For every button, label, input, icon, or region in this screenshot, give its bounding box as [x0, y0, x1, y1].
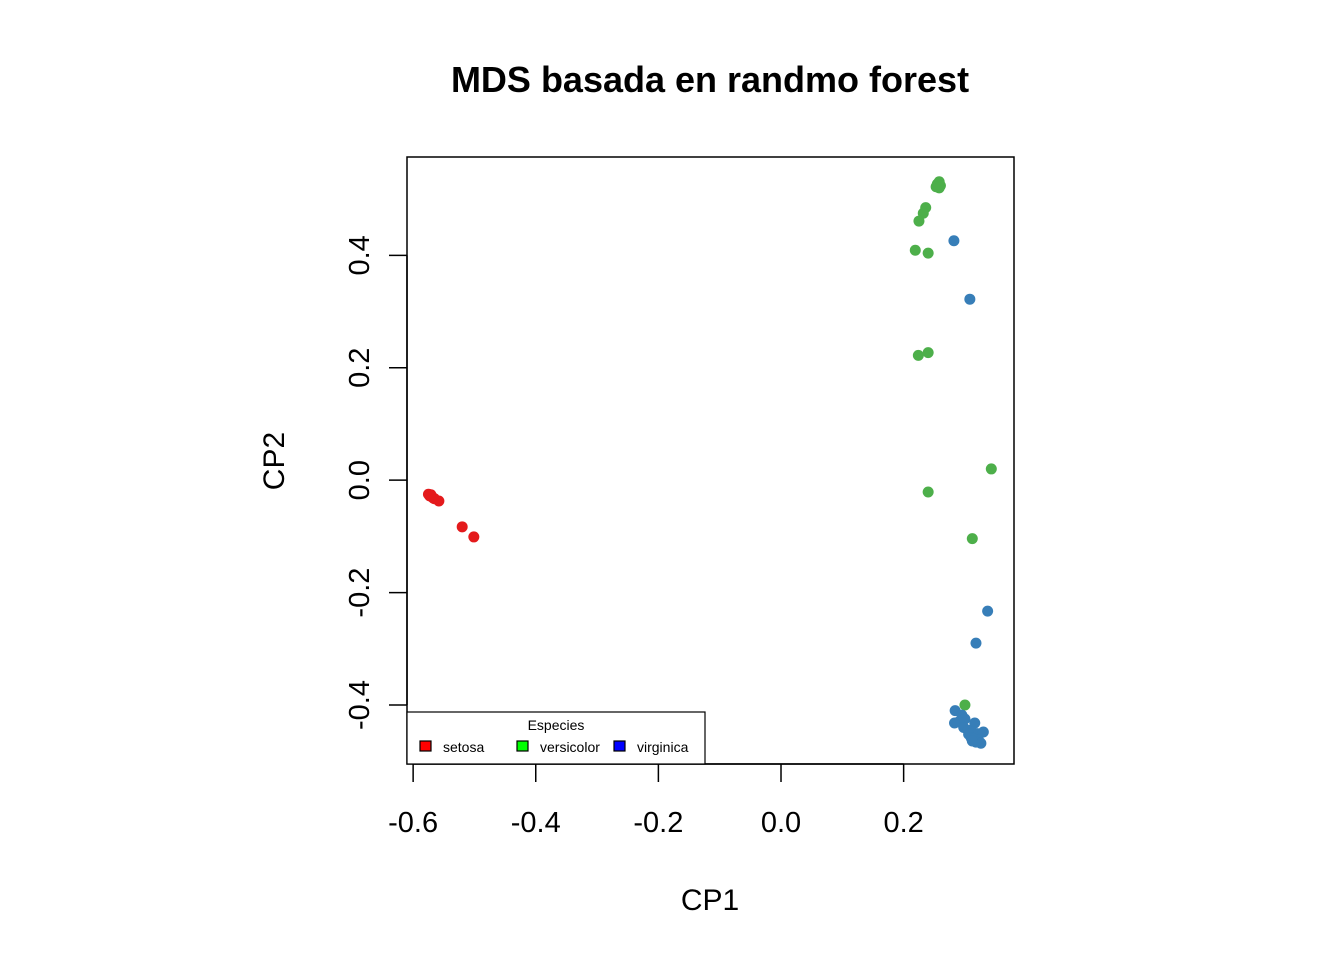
x-tick-label: -0.2 — [633, 807, 683, 839]
legend-label-setosa: setosa — [443, 739, 484, 755]
legend-key-setosa — [419, 740, 432, 752]
point-versicolor — [922, 347, 934, 359]
point-versicolor — [922, 247, 934, 259]
point-versicolor — [922, 486, 934, 498]
y-tick-label: 0.0 — [344, 460, 376, 500]
point-virginica — [949, 717, 961, 729]
point-setosa — [456, 521, 468, 533]
point-versicolor — [985, 463, 997, 475]
point-setosa — [433, 495, 445, 507]
plot-frame — [406, 156, 1015, 765]
y-tick-label: -0.4 — [344, 680, 376, 730]
legend-key-virginica — [613, 740, 626, 752]
data-points — [422, 176, 997, 749]
point-virginica — [970, 637, 982, 649]
point-virginica — [982, 605, 994, 617]
y-tick-label: 0.2 — [344, 348, 376, 388]
point-virginica — [977, 726, 989, 738]
point-virginica — [966, 735, 978, 747]
point-versicolor — [933, 182, 945, 194]
point-virginica — [975, 737, 987, 749]
x-tick-label: 0.0 — [761, 807, 801, 839]
legend-label-versicolor: versicolor — [540, 739, 600, 755]
legend-label-virginica: virginica — [637, 739, 689, 755]
x-tick-label: 0.2 — [883, 807, 923, 839]
legend-key-versicolor — [516, 740, 529, 752]
point-virginica — [948, 235, 960, 247]
y-axis: -0.4 -0.2 0.0 0.2 0.4 — [344, 235, 408, 730]
x-axis: -0.6 -0.4 -0.2 0.0 0.2 — [388, 763, 924, 839]
point-versicolor — [912, 349, 924, 361]
point-setosa — [468, 531, 480, 543]
y-tick-label: 0.4 — [344, 235, 376, 275]
point-virginica — [969, 717, 981, 729]
point-virginica — [964, 293, 976, 305]
chart-title: MDS basada en randmo forest — [451, 59, 969, 100]
x-axis-title: CP1 — [681, 884, 739, 917]
point-versicolor — [966, 533, 978, 545]
point-versicolor — [959, 699, 971, 711]
y-tick-label: -0.2 — [344, 568, 376, 618]
x-tick-label: -0.6 — [388, 807, 438, 839]
y-axis-title: CP2 — [258, 432, 291, 490]
legend-box — [406, 711, 706, 765]
legend-title: Especies — [528, 717, 585, 733]
x-tick-label: -0.4 — [511, 807, 561, 839]
legend: Especies setosa versicolor virginica — [406, 711, 706, 765]
point-versicolor — [909, 244, 921, 256]
point-versicolor — [913, 215, 925, 227]
